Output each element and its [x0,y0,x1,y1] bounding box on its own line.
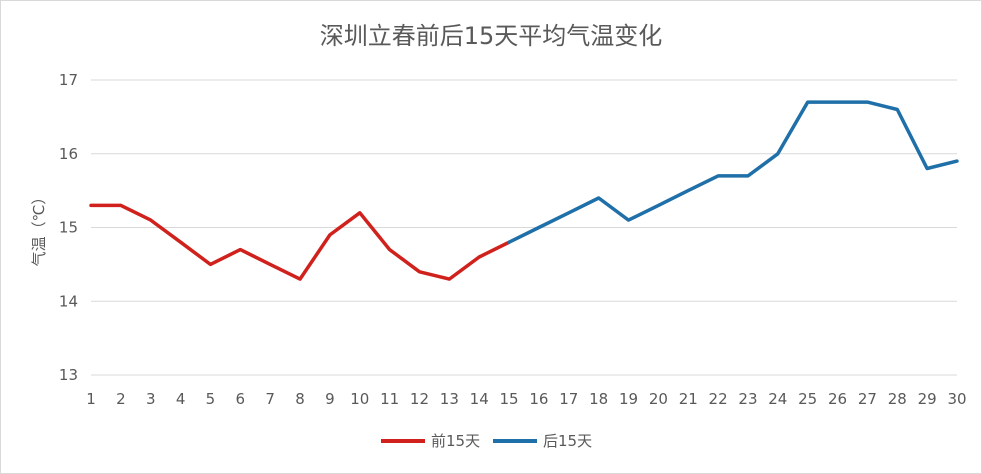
x-tick-label: 11 [380,390,399,408]
x-tick-label: 26 [828,390,847,408]
x-tick-label: 24 [768,390,787,408]
x-tick-label: 10 [350,390,369,408]
y-tick-label: 13 [59,366,78,384]
x-tick-label: 29 [918,390,937,408]
legend: 前15天 后15天 [381,432,592,450]
x-tick-label: 16 [529,390,548,408]
x-tick-label: 17 [559,390,578,408]
x-tick-label: 8 [295,390,305,408]
x-tick-label: 4 [176,390,186,408]
x-axis-ticks: 1 2 3 4 5 6 7 8 9 10 11 12 13 14 15 16 17 18 19 20 21 22 23 24 2… [86,390,966,408]
x-tick-label: 5 [206,390,216,408]
x-tick-label: 27 [858,390,877,408]
y-axis-label: 气温（℃） [30,190,48,267]
chart-title: 深圳立春前后15天平均气温变化 [320,22,663,50]
x-tick-label: 15 [500,390,519,408]
series-line-2 [507,100,959,244]
x-tick-label: 9 [325,390,335,408]
y-tick-label: 14 [59,292,78,310]
y-tick-label: 17 [59,71,78,89]
y-axis-ticks: 13 14 15 16 17 [59,71,78,384]
series-lines [89,100,959,281]
x-tick-label: 3 [146,390,156,408]
x-tick-label: 25 [798,390,817,408]
grid-lines [91,79,957,376]
x-tick-label: 19 [619,390,638,408]
x-tick-label: 13 [440,390,459,408]
y-tick-label: 16 [59,145,78,163]
x-tick-label: 21 [679,390,698,408]
x-tick-label: 7 [265,390,275,408]
x-tick-label: 2 [116,390,126,408]
x-tick-label: 22 [709,390,728,408]
x-tick-label: 30 [947,390,966,408]
x-tick-label: 12 [410,390,429,408]
x-tick-label: 23 [738,390,757,408]
x-tick-label: 6 [236,390,246,408]
x-tick-label: 28 [888,390,907,408]
y-tick-label: 15 [59,219,78,237]
x-tick-label: 18 [589,390,608,408]
legend-label: 后15天 [543,432,592,450]
x-tick-label: 20 [649,390,668,408]
x-tick-label: 14 [470,390,489,408]
x-tick-label: 1 [86,390,96,408]
series-line-1 [89,203,511,281]
legend-label: 前15天 [431,432,480,450]
